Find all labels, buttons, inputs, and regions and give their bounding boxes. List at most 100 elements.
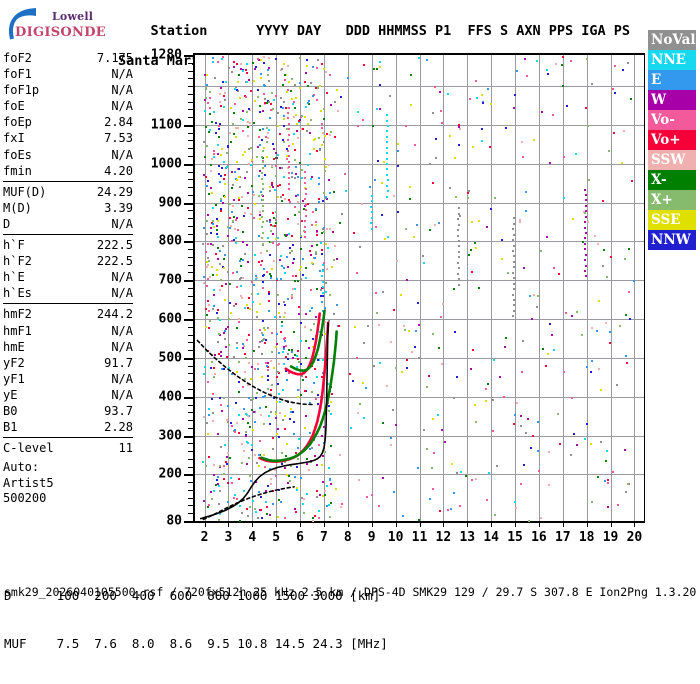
param-row: yF1 N/A bbox=[3, 371, 133, 387]
param-separator bbox=[3, 234, 133, 236]
y-axis-tick bbox=[188, 420, 195, 422]
legend-item-vo-[interactable]: Vo+ bbox=[648, 130, 696, 150]
legend-item-w[interactable]: W bbox=[648, 90, 696, 110]
y-axis-tick bbox=[188, 117, 195, 119]
ionogram-traces bbox=[196, 309, 338, 521]
y-axis-tick bbox=[188, 218, 195, 220]
x-axis-label: 20 bbox=[626, 530, 643, 545]
param-value: 2.84 bbox=[104, 115, 133, 130]
x-axis-tick bbox=[252, 521, 254, 527]
gridline-vertical bbox=[610, 55, 612, 521]
gridline-vertical bbox=[491, 55, 493, 521]
y-axis-tick bbox=[188, 179, 195, 181]
x-axis-label: 15 bbox=[507, 530, 523, 545]
param-row: yE N/A bbox=[3, 387, 133, 403]
x-axis-tick bbox=[586, 521, 588, 527]
param-key: hmF2 bbox=[3, 307, 32, 322]
legend-item-x-[interactable]: X+ bbox=[648, 190, 696, 210]
y-axis-tick-major bbox=[184, 319, 195, 322]
trace-x-trace-x- bbox=[260, 330, 338, 463]
y-axis-tick bbox=[188, 295, 195, 297]
x-axis-label: 10 bbox=[387, 530, 404, 545]
y-axis-label: 1100 bbox=[150, 117, 182, 133]
param-key: B1 bbox=[3, 420, 18, 435]
param-key: foEp bbox=[3, 115, 32, 130]
legend-item-sse[interactable]: SSE bbox=[648, 210, 696, 230]
param-key: h`Es bbox=[3, 286, 32, 301]
x-axis-label: 14 bbox=[483, 530, 499, 545]
param-row: h`Es N/A bbox=[3, 285, 133, 301]
param-value: N/A bbox=[111, 371, 133, 386]
gridline-vertical bbox=[252, 55, 254, 521]
y-axis-tick bbox=[188, 288, 195, 289]
y-axis-tick bbox=[188, 404, 195, 406]
y-axis-label: 300 bbox=[158, 428, 182, 444]
param-key: yF2 bbox=[3, 355, 25, 370]
x-axis-tick bbox=[347, 521, 349, 527]
x-axis-label: 18 bbox=[578, 530, 595, 545]
y-axis-tick bbox=[188, 264, 195, 266]
param-separator bbox=[3, 180, 133, 182]
param-key: M(D) bbox=[3, 200, 32, 215]
y-axis-tick bbox=[188, 466, 195, 468]
x-axis-label: 4 bbox=[248, 530, 257, 545]
y-axis-tick bbox=[188, 482, 195, 484]
x-axis-tick bbox=[419, 521, 421, 527]
legend-item-noval[interactable]: NoVal bbox=[648, 30, 696, 50]
legend-item-x-[interactable]: X- bbox=[648, 170, 696, 190]
param-row: yF2 91.7 bbox=[3, 355, 133, 371]
param-value: 244.2 bbox=[96, 307, 133, 322]
gridline-vertical bbox=[467, 55, 469, 521]
x-axis-tick bbox=[515, 521, 517, 527]
param-value: N/A bbox=[111, 387, 133, 402]
legend-item-nnw[interactable]: NNW bbox=[648, 230, 696, 250]
autoscaling-info: Auto: Artist5 500200 bbox=[3, 460, 133, 507]
muf-table-row-muf: MUF 7.5 7.6 8.0 8.6 9.5 10.8 14.5 24.3 [… bbox=[4, 636, 388, 651]
header-row-labels: Station YYYY DAY DDD HHMMSS P1 FFS S AXN… bbox=[150, 23, 631, 39]
param-key: B0 bbox=[3, 403, 18, 418]
y-axis-tick bbox=[188, 155, 195, 157]
param-key: C-level bbox=[3, 441, 54, 456]
param-row: h`E N/A bbox=[3, 269, 133, 285]
y-axis-tick bbox=[188, 458, 195, 460]
legend-item-ssw[interactable]: SSW bbox=[648, 150, 696, 170]
y-axis-tick bbox=[188, 311, 195, 313]
legend-item-e[interactable]: E bbox=[648, 70, 696, 90]
param-key: hmE bbox=[3, 339, 25, 354]
y-axis-tick-major bbox=[184, 124, 195, 127]
y-axis-label: 500 bbox=[158, 350, 182, 366]
file-info-footer: smk29_2026040105500.rsf / 720fx512h 25 k… bbox=[4, 585, 697, 599]
param-value: 4.20 bbox=[104, 163, 133, 178]
y-axis-tick bbox=[188, 148, 195, 150]
legend-item-nne[interactable]: NNE bbox=[648, 50, 696, 70]
param-value: N/A bbox=[111, 339, 133, 354]
y-axis-tick bbox=[188, 489, 195, 491]
param-key: foF2 bbox=[3, 51, 32, 65]
y-axis-tick-major bbox=[184, 55, 195, 57]
param-key: fmin bbox=[3, 163, 32, 178]
x-axis-tick bbox=[300, 521, 302, 527]
legend-item-vo-[interactable]: Vo- bbox=[648, 110, 696, 130]
y-axis-tick bbox=[188, 225, 195, 227]
y-axis-tick bbox=[188, 78, 195, 80]
y-axis-tick bbox=[188, 249, 195, 251]
x-axis-tick bbox=[443, 521, 445, 527]
x-axis-label: 17 bbox=[554, 530, 571, 545]
ionogram-plot[interactable]: 80 200 300 400 500 600 700 800 900 1000 1100 1280 2 3… bbox=[151, 48, 645, 545]
param-key: fxI bbox=[3, 131, 25, 146]
y-axis-label: 400 bbox=[158, 389, 182, 405]
gridline-vertical bbox=[562, 55, 564, 521]
gridline-vertical bbox=[300, 55, 302, 521]
y-axis-tick bbox=[188, 505, 195, 507]
y-axis-tick bbox=[188, 109, 195, 111]
param-value: N/A bbox=[111, 286, 133, 301]
y-axis-tick bbox=[188, 497, 195, 499]
param-key: D bbox=[3, 216, 11, 231]
x-axis-label: 19 bbox=[602, 530, 619, 545]
gridline-vertical bbox=[443, 55, 445, 521]
y-axis-tick-major bbox=[184, 474, 195, 477]
y-axis-tick bbox=[188, 70, 195, 72]
y-axis-tick-major bbox=[184, 241, 195, 244]
y-axis-tick bbox=[188, 365, 195, 367]
y-axis-label: 700 bbox=[158, 272, 182, 288]
